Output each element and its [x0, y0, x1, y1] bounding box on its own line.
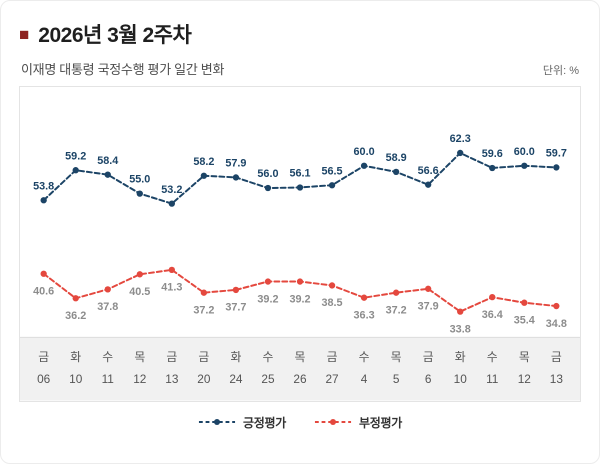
- svg-text:37.2: 37.2: [193, 304, 214, 316]
- svg-text:35.4: 35.4: [514, 314, 535, 326]
- legend-label-negative: 부정평가: [359, 415, 402, 430]
- svg-text:62.3: 62.3: [450, 133, 471, 145]
- svg-text:36.4: 36.4: [482, 309, 503, 321]
- svg-text:56.0: 56.0: [257, 168, 278, 180]
- svg-text:10: 10: [454, 372, 468, 386]
- svg-text:37.9: 37.9: [418, 300, 439, 312]
- svg-text:6: 6: [425, 372, 432, 386]
- svg-text:39.2: 39.2: [289, 293, 310, 305]
- negative-line-swatch: [314, 418, 352, 426]
- svg-text:목: 목: [519, 350, 530, 364]
- svg-text:화: 화: [455, 350, 466, 364]
- svg-text:금: 금: [166, 350, 177, 364]
- page-title: 2026년 3월 2주차: [38, 24, 192, 47]
- svg-text:24: 24: [229, 372, 243, 386]
- svg-text:56.5: 56.5: [322, 165, 343, 177]
- svg-text:금: 금: [423, 350, 434, 364]
- svg-text:화: 화: [230, 350, 241, 364]
- title-bullet-icon: ■: [19, 24, 30, 44]
- svg-text:25: 25: [261, 372, 275, 386]
- svg-text:금: 금: [327, 350, 338, 364]
- svg-text:59.7: 59.7: [546, 148, 567, 160]
- svg-text:12: 12: [133, 372, 146, 386]
- svg-text:34.8: 34.8: [546, 318, 567, 330]
- svg-text:53.2: 53.2: [161, 184, 182, 196]
- svg-text:12: 12: [518, 372, 531, 386]
- svg-text:26: 26: [293, 372, 307, 386]
- legend-item-negative: 부정평가: [314, 414, 402, 431]
- svg-text:60.0: 60.0: [514, 146, 535, 158]
- svg-text:36.3: 36.3: [354, 309, 375, 321]
- svg-text:금: 금: [198, 350, 209, 364]
- svg-text:58.9: 58.9: [386, 152, 407, 164]
- svg-text:수: 수: [487, 350, 498, 364]
- svg-text:금: 금: [551, 350, 562, 364]
- svg-text:화: 화: [70, 350, 81, 364]
- svg-text:목: 목: [134, 350, 145, 364]
- svg-text:27: 27: [325, 372, 338, 386]
- svg-text:36.2: 36.2: [65, 310, 86, 322]
- legend-item-positive: 긍정평가: [198, 414, 286, 431]
- svg-text:06: 06: [37, 372, 51, 386]
- svg-text:11: 11: [486, 372, 498, 386]
- svg-text:목: 목: [391, 350, 402, 364]
- svg-text:37.7: 37.7: [225, 302, 246, 314]
- svg-text:20: 20: [197, 372, 211, 386]
- svg-text:13: 13: [550, 372, 564, 386]
- svg-text:37.8: 37.8: [97, 301, 118, 313]
- svg-text:37.2: 37.2: [386, 304, 407, 316]
- chart-container: 금 06 화 10 수 11 목 12 금 13 금 20 화 24 수 25 목 26 금 27 수 4 목 5 금 6 화 10 수…: [19, 86, 581, 402]
- legend: 긍정평가 부정평가: [15, 414, 585, 431]
- svg-text:수: 수: [102, 350, 113, 364]
- chart-subtitle: 이재명 대통령 국정수행 평가 일간 변화: [21, 62, 225, 77]
- svg-text:40.6: 40.6: [33, 285, 54, 297]
- svg-text:60.0: 60.0: [354, 146, 375, 158]
- svg-text:10: 10: [69, 372, 83, 386]
- svg-text:55.0: 55.0: [129, 174, 150, 186]
- svg-text:수: 수: [359, 350, 370, 364]
- legend-label-positive: 긍정평가: [243, 415, 286, 430]
- svg-text:53.8: 53.8: [33, 180, 54, 192]
- svg-text:5: 5: [393, 372, 400, 386]
- svg-text:40.5: 40.5: [129, 286, 150, 298]
- approval-trend-chart: 금 06 화 10 수 11 목 12 금 13 금 20 화 24 수 25 목 26 금 27 수 4 목 5 금 6 화 10 수…: [20, 133, 580, 401]
- svg-text:41.3: 41.3: [161, 282, 182, 294]
- svg-text:56.1: 56.1: [289, 168, 310, 180]
- svg-text:33.8: 33.8: [450, 323, 471, 335]
- subtitle-row: 이재명 대통령 국정수행 평가 일간 변화 단위: %: [21, 59, 579, 78]
- svg-text:39.2: 39.2: [257, 293, 278, 305]
- svg-text:금: 금: [38, 350, 49, 364]
- svg-text:수: 수: [263, 350, 274, 364]
- unit-label: 단위: %: [542, 65, 579, 77]
- svg-text:59.2: 59.2: [65, 150, 86, 162]
- positive-line-swatch: [198, 418, 236, 426]
- svg-text:13: 13: [165, 372, 179, 386]
- svg-text:57.9: 57.9: [225, 158, 246, 170]
- svg-text:목: 목: [295, 350, 306, 364]
- title-row: ■ 2026년 3월 2주차: [19, 19, 583, 49]
- svg-text:56.6: 56.6: [418, 165, 439, 177]
- svg-text:58.4: 58.4: [97, 155, 118, 167]
- svg-text:59.6: 59.6: [482, 148, 503, 160]
- svg-text:4: 4: [361, 372, 368, 386]
- svg-text:38.5: 38.5: [322, 297, 343, 309]
- svg-text:11: 11: [102, 372, 114, 386]
- svg-text:58.2: 58.2: [193, 156, 214, 168]
